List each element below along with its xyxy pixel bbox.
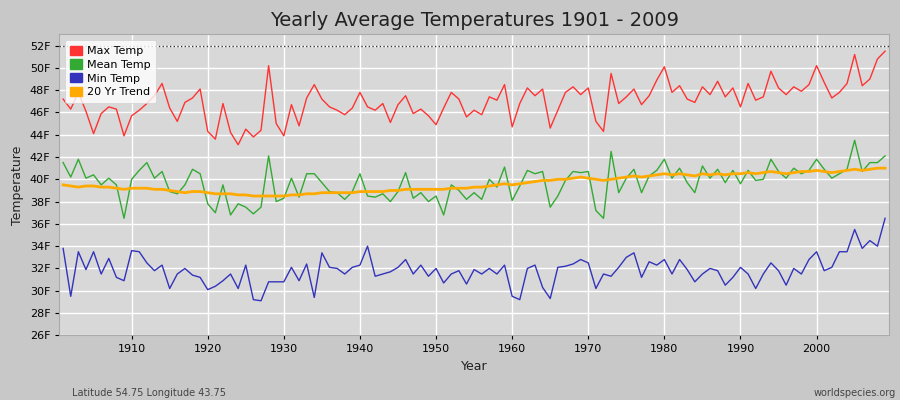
- Text: worldspecies.org: worldspecies.org: [814, 388, 896, 398]
- X-axis label: Year: Year: [461, 360, 488, 373]
- Title: Yearly Average Temperatures 1901 - 2009: Yearly Average Temperatures 1901 - 2009: [270, 11, 679, 30]
- Text: Latitude 54.75 Longitude 43.75: Latitude 54.75 Longitude 43.75: [72, 388, 226, 398]
- Legend: Max Temp, Mean Temp, Min Temp, 20 Yr Trend: Max Temp, Mean Temp, Min Temp, 20 Yr Tre…: [65, 40, 157, 103]
- Y-axis label: Temperature: Temperature: [11, 145, 24, 224]
